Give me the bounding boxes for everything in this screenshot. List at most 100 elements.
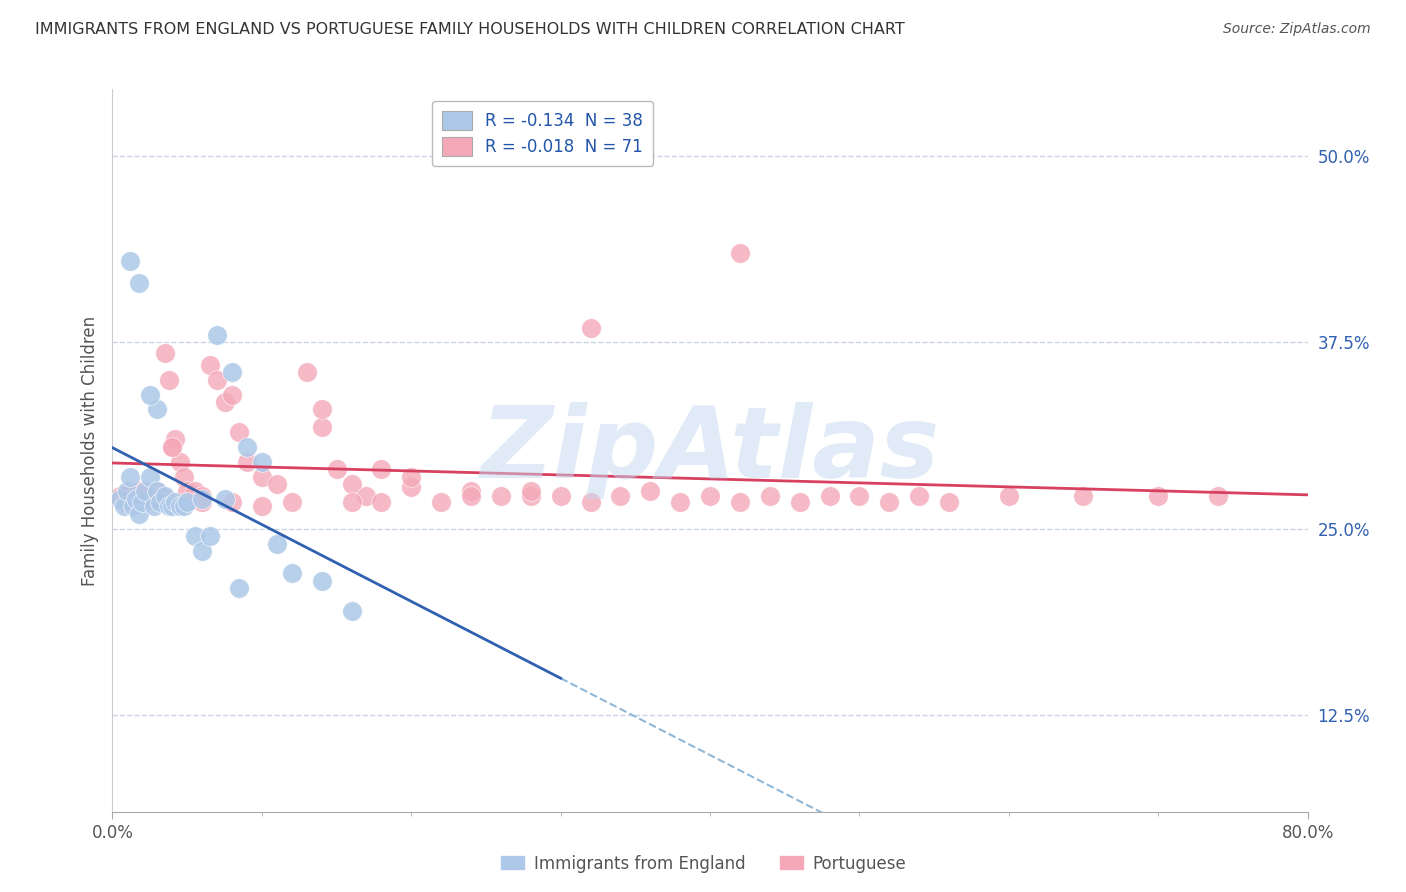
Point — [165, 495, 187, 509]
Point — [311, 420, 333, 434]
Point — [205, 328, 228, 343]
Point — [938, 495, 960, 509]
Point — [325, 462, 347, 476]
Point — [169, 500, 191, 514]
Point — [908, 489, 931, 503]
Point — [128, 484, 150, 499]
Point — [120, 469, 142, 483]
Point — [183, 484, 205, 499]
Point — [198, 358, 221, 372]
Point — [149, 495, 172, 509]
Text: Source: ZipAtlas.com: Source: ZipAtlas.com — [1223, 22, 1371, 37]
Point — [157, 373, 180, 387]
Point — [165, 432, 187, 446]
Point — [143, 491, 166, 506]
Point — [114, 495, 135, 509]
Point — [370, 462, 392, 476]
Point — [1206, 489, 1229, 503]
Point — [759, 489, 782, 503]
Point — [183, 529, 205, 543]
Point — [173, 469, 195, 483]
Point — [157, 500, 180, 514]
Point — [108, 491, 131, 506]
Point — [134, 495, 156, 509]
Point — [198, 529, 221, 543]
Point — [998, 489, 1021, 503]
Point — [250, 469, 273, 483]
Point — [818, 489, 841, 503]
Point — [191, 491, 214, 506]
Point — [460, 489, 482, 503]
Point — [370, 495, 392, 509]
Point — [221, 495, 243, 509]
Point — [191, 489, 214, 503]
Point — [124, 489, 146, 503]
Point — [728, 495, 751, 509]
Y-axis label: Family Households with Children: Family Households with Children — [80, 316, 98, 585]
Point — [108, 489, 131, 503]
Point — [401, 480, 423, 494]
Point — [236, 440, 259, 454]
Text: IMMIGRANTS FROM ENGLAND VS PORTUGUESE FAMILY HOUSEHOLDS WITH CHILDREN CORRELATIO: IMMIGRANTS FROM ENGLAND VS PORTUGUESE FA… — [35, 22, 905, 37]
Point — [460, 484, 482, 499]
Point — [117, 491, 139, 506]
Point — [340, 477, 363, 491]
Point — [122, 500, 145, 514]
Point — [191, 544, 214, 558]
Point — [228, 581, 250, 595]
Text: ZipAtlas: ZipAtlas — [481, 402, 939, 499]
Point — [139, 387, 162, 401]
Point — [146, 402, 169, 417]
Point — [789, 495, 811, 509]
Legend: R = -0.134  N = 38, R = -0.018  N = 71: R = -0.134 N = 38, R = -0.018 N = 71 — [432, 101, 654, 166]
Point — [153, 489, 176, 503]
Point — [139, 469, 162, 483]
Point — [139, 489, 162, 503]
Point — [1147, 489, 1170, 503]
Point — [114, 500, 135, 514]
Point — [173, 500, 195, 514]
Point — [879, 495, 901, 509]
Point — [117, 484, 139, 499]
Point — [669, 495, 692, 509]
Point — [848, 489, 870, 503]
Point — [430, 495, 453, 509]
Point — [295, 365, 318, 379]
Point — [153, 346, 176, 360]
Point — [340, 604, 363, 618]
Point — [191, 495, 214, 509]
Point — [150, 489, 173, 503]
Point — [228, 425, 250, 439]
Point — [128, 507, 150, 521]
Point — [120, 484, 142, 499]
Point — [266, 536, 288, 550]
Point — [176, 495, 198, 509]
Point — [131, 495, 153, 509]
Point — [205, 373, 228, 387]
Point — [520, 489, 543, 503]
Point — [520, 484, 543, 499]
Point — [162, 500, 183, 514]
Point — [579, 495, 602, 509]
Point — [489, 489, 512, 503]
Point — [221, 365, 243, 379]
Point — [699, 489, 721, 503]
Point — [250, 455, 273, 469]
Point — [311, 402, 333, 417]
Point — [131, 489, 153, 503]
Point — [640, 484, 662, 499]
Point — [176, 484, 198, 499]
Point — [143, 500, 166, 514]
Point — [1073, 489, 1095, 503]
Point — [356, 489, 378, 503]
Point — [162, 440, 183, 454]
Point — [609, 489, 631, 503]
Point — [250, 500, 273, 514]
Point — [125, 491, 148, 506]
Point — [728, 246, 751, 260]
Point — [128, 276, 150, 290]
Point — [134, 484, 156, 499]
Point — [550, 489, 572, 503]
Point — [401, 469, 423, 483]
Point — [146, 484, 169, 499]
